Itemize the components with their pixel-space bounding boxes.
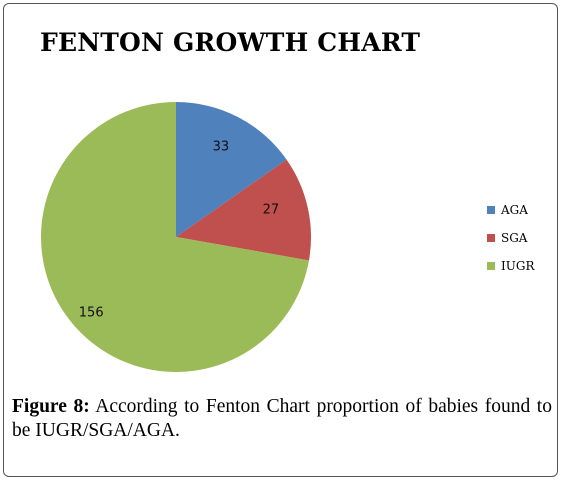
legend-label-iugr: IUGR <box>501 259 535 273</box>
legend-label-sga: SGA <box>501 231 528 245</box>
legend-swatch-sga <box>487 234 495 242</box>
figure-label: Figure 8: <box>12 396 90 417</box>
legend-swatch-iugr <box>487 262 495 270</box>
legend-item-aga: AGA <box>487 203 534 217</box>
legend-swatch-aga <box>487 206 495 214</box>
slice-value-label-iugr: 156 <box>79 306 104 321</box>
pie-slice-iugr <box>40 102 309 372</box>
legend-item-iugr: IUGR <box>487 259 534 273</box>
slice-value-label-aga: 33 <box>213 139 230 154</box>
pie-slice-sga <box>176 159 311 261</box>
figure-caption: Figure 8: According to Fenton Chart prop… <box>12 395 552 443</box>
legend: AGA SGA IUGR <box>487 203 534 287</box>
chart-title: FENTON GROWTH CHART <box>40 28 421 57</box>
legend-label-aga: AGA <box>501 203 528 217</box>
pie-slice-aga <box>176 102 287 237</box>
figure-caption-text: According to Fenton Chart proportion of … <box>12 396 552 441</box>
slice-value-label-sga: 27 <box>263 202 280 217</box>
legend-item-sga: SGA <box>487 231 534 245</box>
